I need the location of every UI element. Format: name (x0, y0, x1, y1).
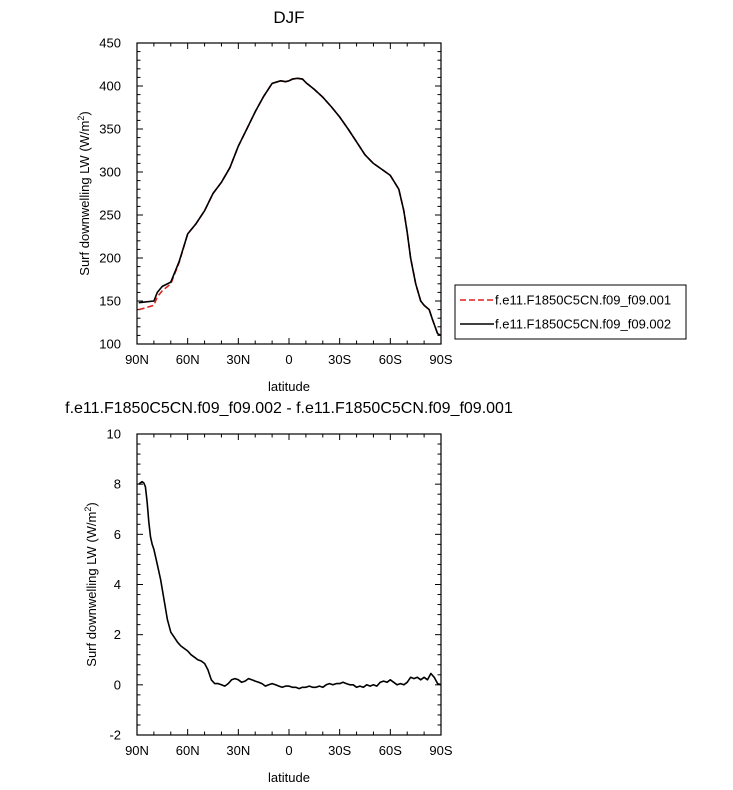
legend-label: f.e11.F1850C5CN.f09_f09.002 (495, 317, 671, 332)
legend-box (454, 284, 687, 340)
series-line-2 (138, 77, 442, 337)
x-axis-label: latitude (268, 770, 310, 785)
x-tick-label: 30S (328, 743, 351, 758)
y-axis-label: Surf downwelling LW (W/m2) (83, 502, 99, 666)
chart-panel-2: f.e11.F1850C5CN.f09_f09.002 - f.e11.F185… (65, 400, 513, 785)
y-tick-label: 0 (114, 677, 121, 692)
x-tick-label: 30S (328, 352, 351, 367)
x-tick-label: 60N (176, 352, 200, 367)
series-line-1 (138, 77, 442, 337)
x-tick-label: 30N (226, 743, 250, 758)
y-tick-label: 4 (114, 577, 121, 592)
y-tick-label: 8 (114, 477, 121, 492)
y-tick-label: 6 (114, 527, 121, 542)
y-tick-label: 100 (99, 337, 121, 352)
y-axis-label-end: ) (77, 111, 92, 115)
x-tick-label: 90N (125, 743, 149, 758)
y-tick-label: 200 (99, 251, 121, 266)
y-axis-label: Surf downwelling LW (W/m2) (76, 111, 92, 275)
x-tick-label: 60S (379, 352, 402, 367)
series-line-1 (138, 480, 442, 690)
x-axis-label: latitude (268, 379, 310, 394)
x-tick-label: 0 (285, 352, 292, 367)
chart-title: f.e11.F1850C5CN.f09_f09.002 - f.e11.F185… (65, 400, 513, 417)
chart-title: DJF (273, 8, 304, 27)
legend-label: f.e11.F1850C5CN.f09_f09.001 (495, 293, 671, 308)
plot-frame (136, 433, 442, 736)
x-tick-label: 90S (429, 743, 452, 758)
y-tick-label: 300 (99, 165, 121, 180)
legend: f.e11.F1850C5CN.f09_f09.001 f.e11.F1850C5… (454, 284, 687, 340)
y-tick-label: 10 (107, 427, 121, 442)
y-axis-label-main: Surf downwelling LW (W/m (77, 121, 92, 276)
y-axis-label-sup: 2 (76, 116, 86, 121)
x-tick-label: 0 (285, 743, 292, 758)
y-tick-label: 2 (114, 627, 121, 642)
x-tick-label: 30N (226, 352, 250, 367)
y-tick-label: 150 (99, 294, 121, 309)
y-tick-label: 250 (99, 208, 121, 223)
y-tick-label: 400 (99, 79, 121, 94)
chart-panel-1: DJF 90N 60N 30N 0 30S 60S 90S 100 150 200 250 300 350… (76, 8, 687, 394)
y-tick-label: 450 (99, 36, 121, 51)
x-tick-label: 60N (176, 743, 200, 758)
y-tick-label: 350 (99, 122, 121, 137)
y-axis-label-sup: 2 (83, 507, 93, 512)
plot-frame (136, 42, 442, 345)
y-tick-label: -2 (109, 728, 121, 743)
x-tick-label: 90S (429, 352, 452, 367)
x-tick-label: 90N (125, 352, 149, 367)
x-tick-label: 60S (379, 743, 402, 758)
y-axis-label-main: Surf downwelling LW (W/m (84, 512, 99, 667)
y-axis-label-end: ) (84, 502, 99, 506)
